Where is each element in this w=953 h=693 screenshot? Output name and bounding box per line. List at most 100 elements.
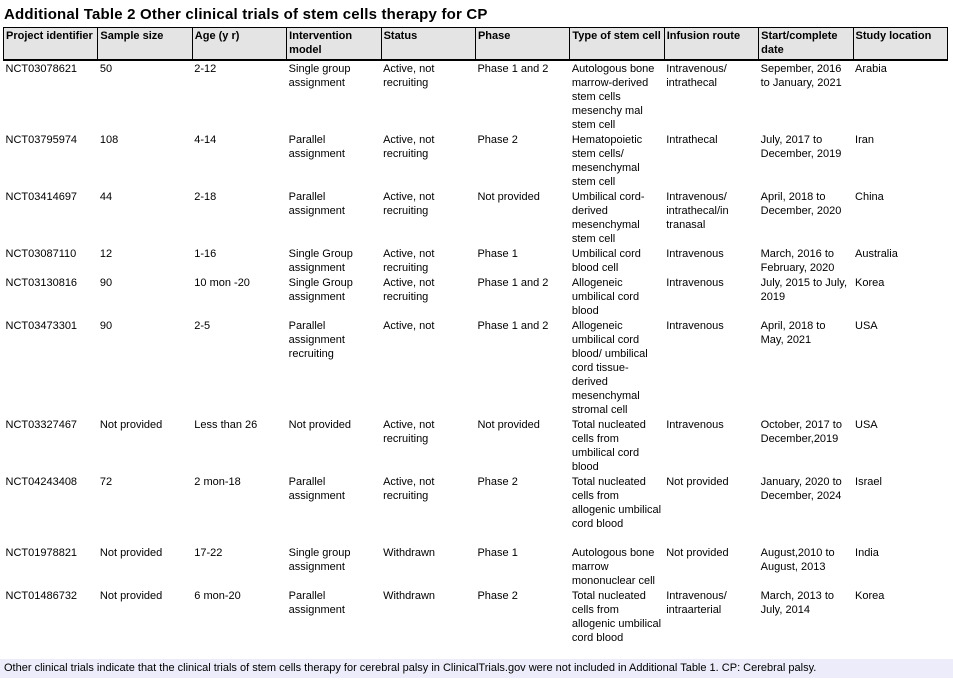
cell-study-location: Iran: [855, 133, 874, 146]
clinical-trials-table: Project identifier Sample size Age (y r) In…: [2, 27, 949, 656]
cell-status: Active, not recruiting: [383, 418, 435, 445]
cell-status: Withdrawn: [383, 589, 436, 602]
cell-study-location: USA: [855, 319, 878, 332]
cell-status: Active, not recruiting: [383, 475, 435, 502]
cell-phase: Phase 1 and 2: [477, 276, 549, 289]
cell-project-identifier: NCT01978821: [5, 546, 78, 559]
cell-start-complete-date: March, 2013 to July, 2014: [760, 589, 834, 616]
cell-phase: Phase 1 and 2: [477, 62, 549, 75]
cell-age: 1-16: [194, 247, 217, 260]
cell-infusion-route: Intravenous: [666, 276, 724, 289]
cell-phase: Not provided: [477, 190, 540, 203]
cell-study-location: Israel: [855, 475, 882, 488]
cell-stem-cell-type: Total nucleated cells from allogenic umb…: [571, 475, 662, 530]
cell-infusion-route: Intravenous/ intrathecal: [666, 62, 727, 89]
table-header: Project identifier Sample size Age (y r) In…: [2, 27, 949, 61]
column-header-stem-cell-type: Type of stem cell: [569, 27, 665, 61]
cell-age: 4-14: [194, 133, 217, 146]
cell-project-identifier: NCT04243408: [5, 475, 78, 488]
cell-sample-size: 108: [99, 133, 119, 146]
cell-stem-cell-type: Autologous bone marrow-derived stem cell…: [571, 62, 655, 131]
cell-infusion-route: Intrathecal: [666, 133, 718, 146]
cell-start-complete-date: October, 2017 to December,2019: [760, 418, 842, 445]
cell-phase: Phase 1: [477, 247, 518, 260]
cell-intervention-model: Parallel assignment: [288, 589, 345, 616]
cell-phase: Phase 1: [477, 546, 518, 559]
cell-infusion-route: Intravenous/ intraarterial: [666, 589, 727, 616]
cell-age: 2-12: [194, 62, 217, 75]
column-header-intervention-model: Intervention model: [286, 27, 382, 61]
cell-study-location: China: [855, 190, 884, 203]
cell-project-identifier: NCT01486732: [5, 589, 78, 602]
cell-sample-size: 90: [99, 276, 113, 289]
cell-age: 10 mon -20: [194, 276, 250, 289]
cell-age: 17-22: [194, 546, 223, 559]
table-row: NCT03795974 108 4-14 Parallel assignment Act…: [4, 132, 948, 189]
cell-study-location: Arabia: [855, 62, 887, 75]
cell-study-location: USA: [855, 418, 878, 431]
cell-age: 6 mon-20: [194, 589, 241, 602]
table-row: NCT03130816 90 10 mon -20 Single Group assi…: [4, 275, 948, 318]
cell-infusion-route: Not provided: [666, 546, 729, 559]
cell-sample-size: Not provided: [99, 589, 163, 602]
cell-sample-size: Not provided: [99, 418, 163, 431]
cell-age: 2-5: [194, 319, 211, 332]
footnote: Other clinical trials indicate that the …: [0, 658, 953, 678]
cell-stem-cell-type: Autologous bone marrow mononuclear cell: [571, 546, 655, 587]
table-row: NCT03078621 50 2-12 Single group assignment…: [4, 60, 948, 132]
cell-infusion-route: Intravenous: [666, 418, 724, 431]
cell-study-location: India: [855, 546, 879, 559]
table-row: NCT04243408 72 2 mon-18 Parallel assignment…: [4, 474, 948, 545]
column-header-status: Status: [380, 27, 476, 61]
cell-phase: Phase 2: [477, 589, 518, 602]
table-row: NCT01486732 Not provided 6 mon-20 Parallel …: [4, 588, 948, 656]
cell-intervention-model: Parallel assignment: [288, 475, 345, 502]
table-row: NCT03414697 44 2-18 Parallel assignment Acti…: [4, 189, 948, 246]
cell-age: 2-18: [194, 190, 217, 203]
cell-intervention-model: Parallel assignment: [288, 133, 345, 160]
table-row: NCT03473301 90 2-5 Parallel assignment recr…: [4, 318, 948, 417]
cell-sample-size: 12: [99, 247, 113, 260]
cell-start-complete-date: July, 2017 to December, 2019: [760, 133, 842, 160]
cell-project-identifier: NCT03130816: [5, 276, 78, 289]
cell-infusion-route: Intravenous/ intrathecal/in tranasal: [666, 190, 729, 231]
cell-start-complete-date: July, 2015 to July, 2019: [760, 276, 848, 303]
cell-stem-cell-type: Total nucleated cells from umbilical cor…: [571, 418, 646, 473]
cell-intervention-model: Parallel assignment: [288, 190, 345, 217]
cell-start-complete-date: Sepember, 2016 to January, 2021: [760, 62, 842, 89]
cell-intervention-model: Single group assignment: [288, 62, 351, 89]
cell-stem-cell-type: Allogeneic umbilical cord blood: [571, 276, 640, 317]
table-row: NCT03087110 12 1-16 Single Group assignment…: [4, 246, 948, 275]
cell-phase: Phase 2: [477, 475, 518, 488]
cell-stem-cell-type: Allogeneic umbilical cord blood/ umbilic…: [571, 319, 648, 416]
cell-intervention-model: Not provided: [288, 418, 352, 431]
cell-start-complete-date: March, 2016 to February, 2020: [760, 247, 835, 274]
column-header-phase: Phase: [474, 27, 571, 61]
cell-project-identifier: NCT03078621: [5, 62, 78, 75]
cell-intervention-model: Parallel assignment recruiting: [288, 319, 345, 360]
column-header-infusion-route: Infusion route: [663, 27, 760, 61]
cell-project-identifier: NCT03795974: [5, 133, 78, 146]
cell-study-location: Korea: [855, 276, 885, 289]
cell-project-identifier: NCT03414697: [5, 190, 78, 203]
cell-status: Active, not recruiting: [383, 276, 435, 303]
cell-intervention-model: Single Group assignment: [288, 276, 353, 303]
cell-infusion-route: Not provided: [666, 475, 729, 488]
cell-infusion-route: Intravenous: [666, 319, 724, 332]
cell-stem-cell-type: Umbilical cord-derived mesenchymal stem …: [571, 190, 645, 245]
cell-intervention-model: Single Group assignment: [288, 247, 353, 274]
cell-start-complete-date: August,2010 to August, 2013: [760, 546, 835, 573]
table-body: NCT03078621 50 2-12 Single group assignment…: [4, 60, 948, 656]
column-header-age: Age (y r): [191, 27, 288, 61]
cell-start-complete-date: April, 2018 to December, 2020: [760, 190, 842, 217]
column-header-sample-size: Sample size: [97, 27, 193, 61]
cell-sample-size: 50: [99, 62, 113, 75]
cell-start-complete-date: January, 2020 to December, 2024: [760, 475, 842, 502]
page-title: Additional Table 2 Other clinical trials…: [4, 6, 488, 23]
cell-phase: Phase 2: [477, 133, 518, 146]
cell-sample-size: 44: [99, 190, 113, 203]
cell-status: Active, not recruiting: [383, 133, 435, 160]
cell-status: Active, not: [383, 319, 435, 332]
cell-sample-size: 90: [99, 319, 113, 332]
cell-project-identifier: NCT03327467: [5, 418, 78, 431]
